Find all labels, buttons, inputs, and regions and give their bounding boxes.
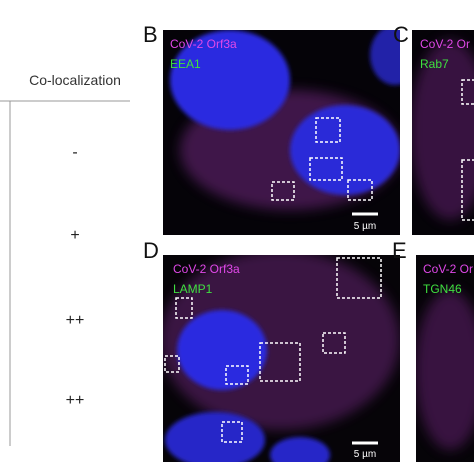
- micrograph: [416, 255, 474, 462]
- panel-label: E: [392, 238, 407, 263]
- stain-label: EEA1: [170, 57, 201, 71]
- stain-label: Rab7: [420, 57, 449, 71]
- micrograph: [163, 30, 400, 235]
- scale-label: 5 µm: [354, 449, 376, 460]
- micrograph: [412, 30, 474, 235]
- table-header: Co-localization: [29, 72, 121, 88]
- row-value: +: [70, 227, 79, 244]
- row-value: ++: [66, 312, 85, 329]
- stain-label: CoV-2 Or: [423, 262, 473, 276]
- panel-label: C: [393, 22, 409, 47]
- stain-label: TGN46: [423, 282, 462, 296]
- micrograph: [163, 255, 400, 462]
- panel-label: D: [143, 238, 159, 263]
- row-value: -: [72, 144, 77, 161]
- stain-label: LAMP1: [173, 282, 213, 296]
- stain-label: CoV-2 Orf3a: [173, 262, 240, 276]
- panel-label: B: [143, 22, 158, 47]
- stain-label: CoV-2 Orf3a: [170, 37, 237, 51]
- scale-label: 5 µm: [354, 221, 376, 232]
- stain-label: CoV-2 Or: [420, 37, 470, 51]
- row-value: ++: [66, 392, 85, 409]
